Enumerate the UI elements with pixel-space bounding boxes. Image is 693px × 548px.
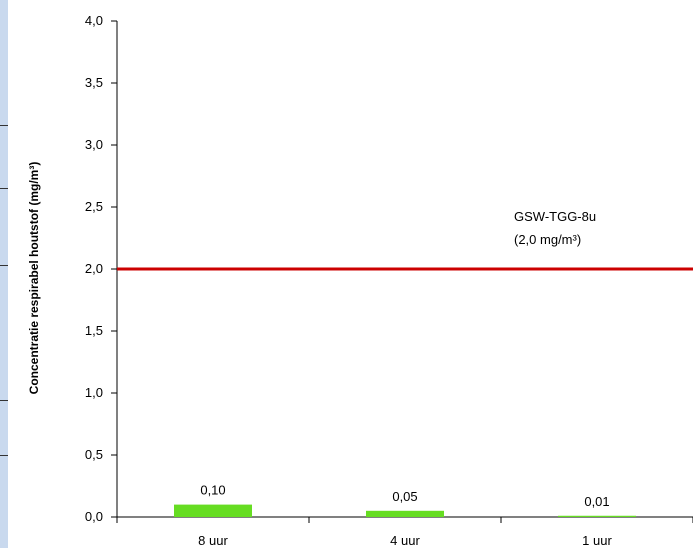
bar-value-label: 0,01: [584, 494, 609, 509]
bar: [174, 504, 252, 517]
strip-tick: [0, 265, 8, 266]
y-tick-label: 0,0: [85, 509, 103, 524]
y-axis: 0,0 0,5 1,0 1,5 2,0 2,5 3,0 3,5 4,0: [85, 13, 118, 524]
bar: [366, 510, 444, 517]
x-axis: 8 uur 4 uur 1 uur: [116, 516, 693, 548]
strip-tick: [0, 455, 8, 456]
strip-tick: [0, 125, 8, 126]
bars: 0,10 0,05 0,01: [174, 483, 636, 517]
y-tick-label: 0,5: [85, 447, 103, 462]
bar: [558, 515, 636, 517]
left-edge-strip: [0, 0, 8, 548]
x-category-label: 8 uur: [198, 533, 228, 548]
strip-tick: [0, 188, 8, 189]
y-tick-label: 3,0: [85, 137, 103, 152]
reference-line-group: GSW-TGG-8u (2,0 mg/m³): [117, 209, 693, 271]
y-tick-label: 3,5: [85, 75, 103, 90]
y-tick-label: 2,0: [85, 261, 103, 276]
strip-tick: [0, 400, 8, 401]
y-tick-label: 4,0: [85, 13, 103, 28]
bar-value-label: 0,10: [200, 483, 225, 498]
reference-line-label: GSW-TGG-8u: [514, 209, 596, 224]
reference-line-label-value: (2,0 mg/m³): [514, 232, 581, 247]
y-tick-label: 2,5: [85, 199, 103, 214]
bar-value-label: 0,05: [392, 489, 417, 504]
x-category-label: 4 uur: [390, 533, 420, 548]
y-tick-label: 1,0: [85, 385, 103, 400]
x-category-label: 1 uur: [582, 533, 612, 548]
y-tick-label: 1,5: [85, 323, 103, 338]
